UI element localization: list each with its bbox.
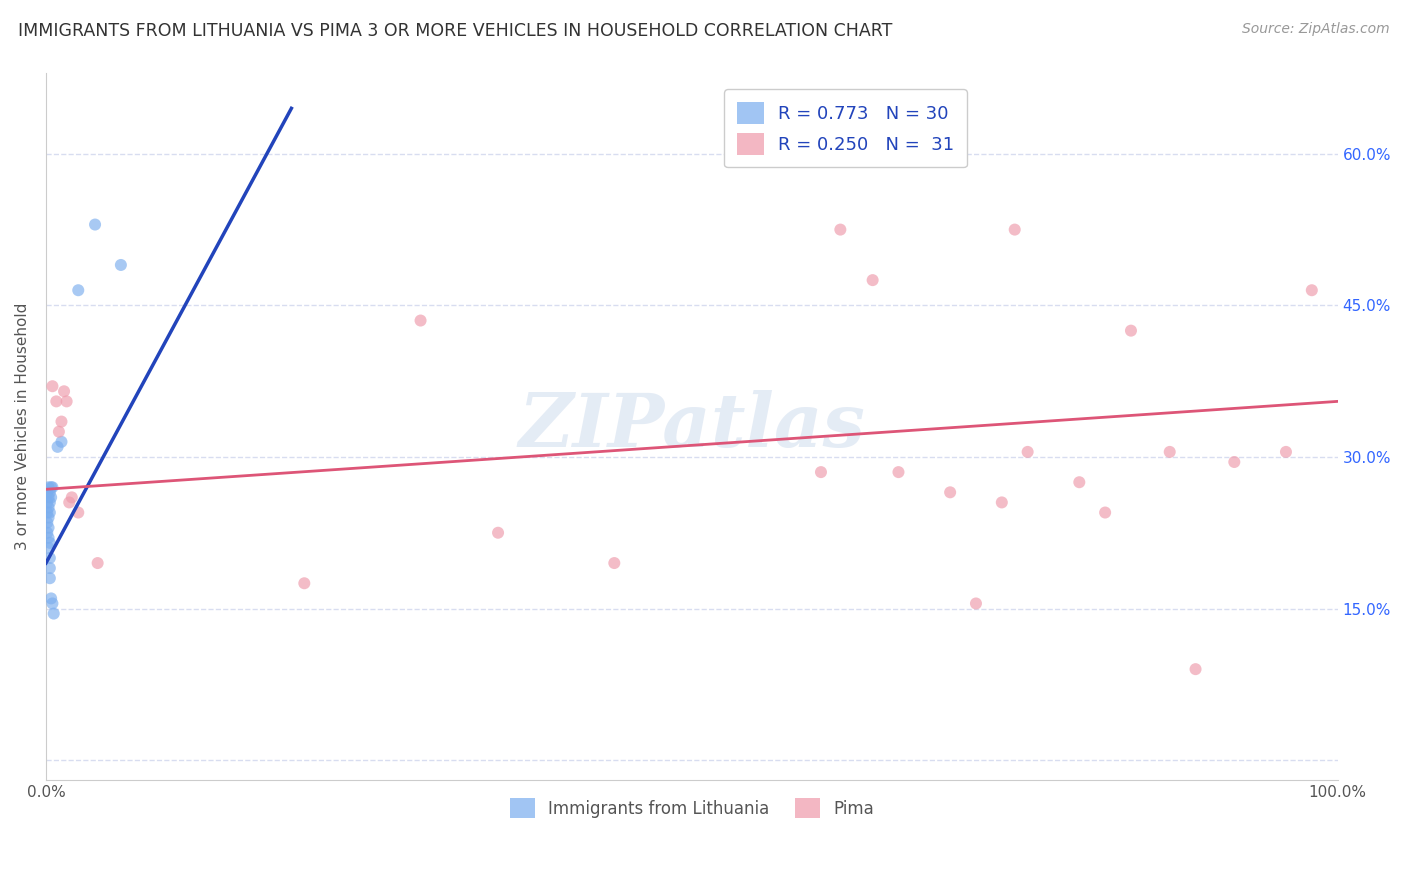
Point	[84, 218, 107, 232]
Text: ZIPatlas: ZIPatlas	[519, 391, 865, 463]
Point	[38, 521, 60, 535]
Point	[38, 531, 60, 545]
Point	[1004, 222, 1026, 236]
Point	[41, 480, 63, 494]
Point	[1159, 445, 1181, 459]
Point	[603, 556, 626, 570]
Point	[37, 506, 59, 520]
Point	[55, 394, 77, 409]
Point	[38, 541, 60, 555]
Point	[409, 313, 432, 327]
Legend: Immigrants from Lithuania, Pima: Immigrants from Lithuania, Pima	[503, 791, 880, 825]
Point	[110, 258, 132, 272]
Point	[38, 480, 60, 494]
Point	[48, 425, 70, 439]
Point	[67, 506, 90, 520]
Point	[1119, 324, 1142, 338]
Point	[1069, 475, 1091, 490]
Point	[41, 597, 63, 611]
Point	[38, 510, 60, 524]
Point	[486, 525, 509, 540]
Point	[38, 536, 60, 550]
Point	[965, 597, 987, 611]
Point	[38, 500, 60, 515]
Point	[41, 379, 63, 393]
Point	[37, 516, 59, 530]
Point	[830, 222, 852, 236]
Text: IMMIGRANTS FROM LITHUANIA VS PIMA 3 OR MORE VEHICLES IN HOUSEHOLD CORRELATION CH: IMMIGRANTS FROM LITHUANIA VS PIMA 3 OR M…	[18, 22, 893, 40]
Point	[86, 556, 108, 570]
Point	[38, 495, 60, 509]
Point	[38, 506, 60, 520]
Point	[1184, 662, 1206, 676]
Point	[939, 485, 962, 500]
Point	[38, 561, 60, 575]
Point	[991, 495, 1014, 509]
Point	[38, 491, 60, 505]
Point	[292, 576, 315, 591]
Point	[1301, 283, 1323, 297]
Point	[38, 485, 60, 500]
Point	[887, 465, 910, 479]
Point	[46, 440, 69, 454]
Point	[862, 273, 884, 287]
Point	[39, 591, 62, 606]
Point	[53, 384, 76, 399]
Point	[37, 525, 59, 540]
Point	[1275, 445, 1298, 459]
Point	[39, 480, 62, 494]
Text: Source: ZipAtlas.com: Source: ZipAtlas.com	[1241, 22, 1389, 37]
Point	[67, 283, 90, 297]
Point	[1223, 455, 1246, 469]
Point	[37, 495, 59, 509]
Point	[38, 571, 60, 585]
Point	[60, 491, 83, 505]
Point	[45, 394, 67, 409]
Point	[37, 485, 59, 500]
Point	[58, 495, 80, 509]
Point	[51, 415, 73, 429]
Point	[1094, 506, 1116, 520]
Point	[1017, 445, 1039, 459]
Y-axis label: 3 or more Vehicles in Household: 3 or more Vehicles in Household	[15, 303, 30, 550]
Point	[51, 434, 73, 449]
Point	[39, 491, 62, 505]
Point	[42, 607, 65, 621]
Point	[810, 465, 832, 479]
Point	[38, 551, 60, 566]
